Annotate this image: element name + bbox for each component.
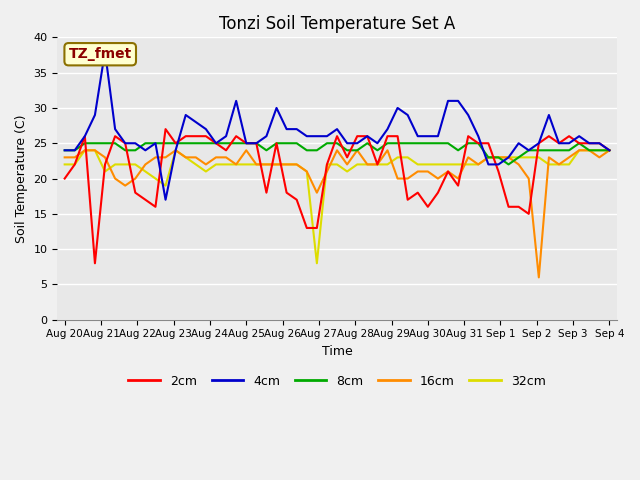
Legend: 2cm, 4cm, 8cm, 16cm, 32cm: 2cm, 4cm, 8cm, 16cm, 32cm <box>124 370 550 393</box>
Y-axis label: Soil Temperature (C): Soil Temperature (C) <box>15 114 28 243</box>
Title: Tonzi Soil Temperature Set A: Tonzi Soil Temperature Set A <box>219 15 455 33</box>
Text: TZ_fmet: TZ_fmet <box>68 47 132 61</box>
X-axis label: Time: Time <box>322 345 353 358</box>
